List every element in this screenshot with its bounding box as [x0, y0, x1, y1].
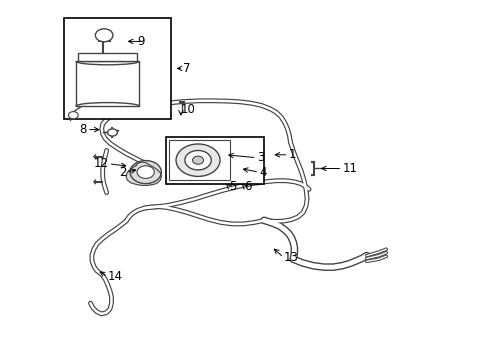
Bar	[168, 140, 229, 180]
Text: 3: 3	[256, 151, 264, 164]
Text: 14: 14	[107, 270, 122, 283]
Text: 9: 9	[137, 35, 144, 48]
Text: 12: 12	[93, 157, 108, 170]
Text: 13: 13	[283, 251, 298, 264]
Circle shape	[137, 166, 154, 179]
Text: 6: 6	[244, 180, 251, 193]
Text: 10: 10	[181, 103, 195, 116]
Text: 5: 5	[228, 180, 236, 193]
Text: 2: 2	[119, 166, 126, 179]
Circle shape	[68, 112, 78, 119]
Text: 8: 8	[80, 123, 87, 136]
Circle shape	[130, 161, 161, 184]
Text: 7: 7	[183, 62, 190, 75]
Bar	[63, 18, 171, 119]
Circle shape	[192, 156, 203, 164]
Bar	[76, 61, 139, 106]
Text: 4: 4	[259, 166, 266, 179]
Circle shape	[107, 129, 117, 136]
Bar	[78, 53, 137, 61]
Circle shape	[184, 150, 211, 170]
Circle shape	[176, 171, 190, 181]
Text: 1: 1	[288, 148, 295, 161]
Text: 11: 11	[342, 162, 357, 175]
Circle shape	[95, 29, 113, 42]
Polygon shape	[126, 162, 161, 185]
Circle shape	[176, 144, 220, 176]
Bar	[166, 137, 264, 184]
Circle shape	[180, 173, 186, 178]
